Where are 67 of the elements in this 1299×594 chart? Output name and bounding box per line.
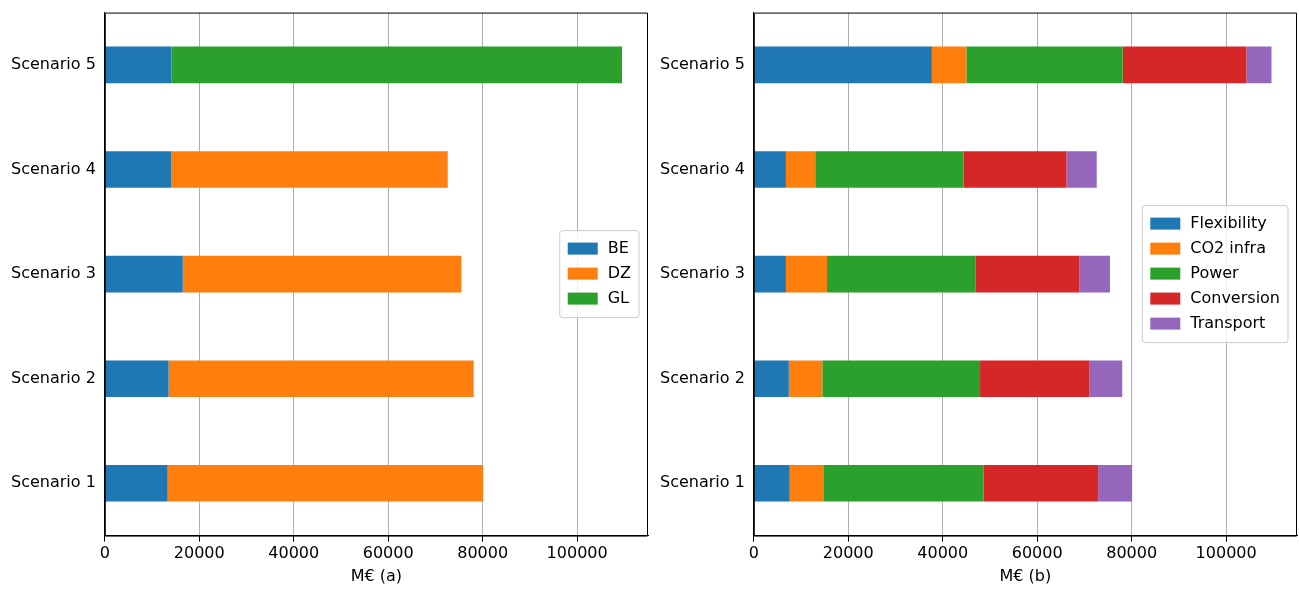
y-tick-label: Scenario 3: [10, 263, 96, 283]
x-axis-title: M€ (b): [999, 565, 1052, 585]
legend-label: GL: [607, 287, 630, 307]
y-tick-label: Scenario 5: [659, 54, 745, 74]
x-tick-label: 20000: [822, 543, 874, 563]
legend-label: Power: [1190, 262, 1240, 282]
x-tick-label: 100000: [1195, 543, 1257, 563]
bar: [1122, 46, 1247, 84]
y-tick-label: Scenario 1: [10, 472, 96, 492]
x-tick-label: 60000: [362, 543, 414, 563]
x-tick-label: 40000: [917, 543, 969, 563]
y-tick-label: Scenario 2: [659, 367, 745, 387]
bar: [975, 255, 1080, 293]
bar: [788, 360, 823, 398]
bar: [754, 46, 932, 84]
x-tick-label: 0: [99, 543, 110, 563]
bar: [105, 151, 172, 188]
bar: [815, 151, 964, 188]
bar: [105, 46, 172, 84]
x-tick-label: 80000: [457, 543, 509, 563]
bar: [980, 360, 1090, 398]
bar: [754, 255, 786, 293]
bar: [931, 46, 967, 84]
bar: [822, 360, 981, 398]
y-tick-label: Scenario 1: [659, 472, 745, 492]
legend-label: CO2 infra: [1190, 237, 1266, 257]
bar: [168, 360, 474, 398]
x-tick-label: 80000: [1106, 543, 1158, 563]
bar: [827, 255, 976, 293]
bar: [1079, 255, 1110, 293]
bar: [182, 255, 462, 293]
bar: [823, 465, 984, 502]
y-tick-label: Scenario 4: [10, 158, 96, 178]
bar: [754, 151, 786, 188]
legend-label: Conversion: [1190, 287, 1280, 307]
bar: [785, 255, 828, 293]
legend-label: Flexibility: [1190, 212, 1267, 232]
x-tick-label: 60000: [1011, 543, 1063, 563]
bar: [105, 360, 169, 398]
bar: [966, 46, 1123, 84]
x-tick-label: 20000: [173, 543, 225, 563]
bar: [789, 465, 824, 502]
bar: [1098, 465, 1133, 502]
legend-label: Transport: [1189, 312, 1266, 332]
bar: [171, 151, 448, 188]
bar: [1066, 151, 1097, 188]
x-tick-label: 40000: [268, 543, 320, 563]
legend-label: DZ: [607, 262, 632, 282]
bar: [171, 46, 623, 84]
bar: [963, 151, 1067, 188]
legend-label: BE: [607, 237, 629, 257]
bar: [167, 465, 484, 502]
bar: [785, 151, 816, 188]
bar: [754, 360, 789, 398]
bar: [105, 255, 183, 293]
x-axis-title: M€ (a): [350, 565, 403, 585]
y-tick-label: Scenario 4: [659, 158, 745, 178]
bar: [983, 465, 1099, 502]
y-tick-label: Scenario 5: [10, 54, 96, 74]
x-tick-label: 100000: [546, 543, 608, 563]
bar: [105, 465, 168, 502]
bar: [1246, 46, 1272, 84]
bar: [1089, 360, 1123, 398]
bar: [754, 465, 790, 502]
y-tick-label: Scenario 2: [10, 367, 96, 387]
y-tick-label: Scenario 3: [659, 263, 745, 283]
x-tick-label: 0: [748, 543, 759, 563]
